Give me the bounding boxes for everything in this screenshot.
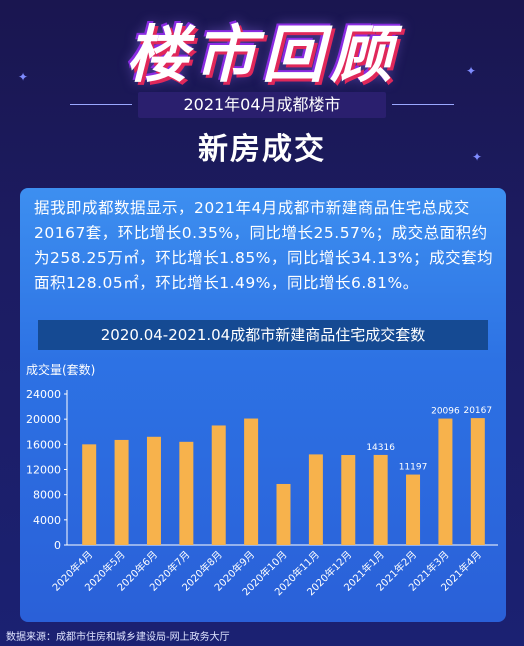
bar-chart: 040008000120001600020000240002020年4月2020… (26, 388, 498, 598)
bar (470, 418, 485, 545)
bar (406, 474, 421, 545)
hero-title: 楼市回顾 (125, 18, 398, 91)
section-title: 新房成交 (198, 132, 326, 167)
bar (82, 444, 97, 545)
bar (341, 455, 356, 545)
y-tick-label: 4000 (33, 514, 61, 527)
data-label: 20167 (463, 406, 492, 416)
chart-banner: 2020.04-2021.04成都市新建商品住宅成交套数 (38, 320, 488, 350)
bar (373, 454, 388, 545)
data-label: 20096 (431, 407, 460, 417)
bar (114, 439, 129, 545)
y-axis-title: 成交量(套数) (26, 363, 96, 377)
y-tick-label: 20000 (26, 413, 61, 426)
data-label: 11197 (399, 463, 428, 473)
bar (179, 441, 194, 545)
y-tick-label: 12000 (26, 464, 61, 477)
bar (276, 483, 291, 545)
bar (211, 425, 226, 545)
bar (308, 454, 323, 545)
divider (392, 104, 454, 105)
sparkle-icon: ✦ (18, 70, 29, 84)
data-source: 数据来源：成都市住房和城乡建设局-网上政务大厅 (6, 632, 230, 643)
sparkle-icon: ✦ (466, 64, 477, 78)
divider (70, 104, 132, 105)
y-tick-label: 24000 (26, 388, 61, 401)
bar (438, 418, 453, 545)
summary-text: 据我即成都数据显示，2021年4月成都市新建商品住宅总成交20167套，环比增长… (34, 199, 494, 292)
content-card (20, 188, 506, 622)
bar (244, 418, 259, 545)
bar (146, 436, 161, 545)
subtitle-banner: 2021年04月成都楼市 (138, 92, 386, 118)
y-tick-label: 16000 (26, 438, 61, 451)
y-tick-label: 8000 (33, 489, 61, 502)
sparkle-icon: ✦ (472, 150, 483, 164)
data-label: 14316 (366, 443, 395, 453)
y-tick-label: 0 (54, 539, 61, 552)
